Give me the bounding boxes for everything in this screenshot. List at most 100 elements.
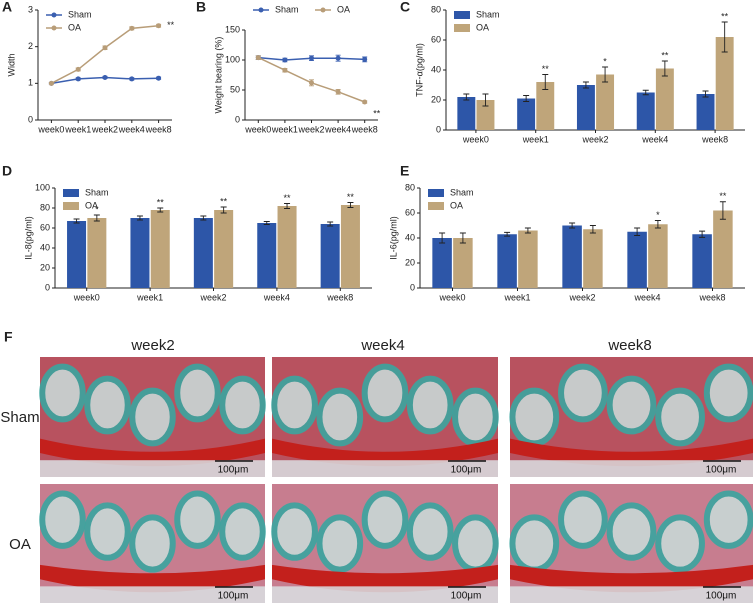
error-bar [75, 77, 81, 81]
tissue [84, 375, 131, 435]
significance: ** [167, 20, 175, 30]
line [51, 25, 159, 84]
legend-swatch [454, 11, 470, 19]
x-tick-label: week0 [462, 134, 489, 144]
x-tick-label: week2 [581, 134, 608, 144]
significance: ** [373, 108, 381, 118]
error-bar [459, 232, 466, 244]
legend-label: Sham [476, 9, 500, 19]
bar [713, 210, 733, 288]
error-bar [75, 67, 81, 72]
legend-marker [51, 25, 57, 31]
error-bar [335, 54, 341, 62]
panel-label: C [400, 0, 410, 15]
tissue [271, 375, 318, 435]
y-axis-label: Weight bearing (%) [213, 37, 223, 114]
x-tick-label: week0 [37, 124, 64, 134]
x-tick-label: week1 [503, 292, 530, 302]
y-axis-label: IL-6(pg/ml) [388, 216, 398, 260]
error-bar [661, 60, 668, 77]
error-bar [504, 231, 511, 237]
bar [627, 231, 647, 288]
error-bar [263, 221, 270, 225]
tissue [452, 387, 499, 447]
legend-swatch [428, 202, 444, 210]
error-bar [157, 207, 164, 213]
cartilage [40, 564, 265, 593]
significance: ** [157, 197, 165, 207]
error-bar [282, 67, 288, 73]
bar [457, 97, 476, 130]
tissue [703, 490, 753, 549]
y-tick-label: 80 [405, 182, 415, 192]
legend-label: Sham [275, 4, 299, 14]
error-bar [721, 21, 728, 53]
y-axis-label: Width [6, 53, 16, 76]
x-tick-label: week1 [64, 124, 91, 134]
error-bar [129, 26, 135, 31]
bar [696, 94, 715, 130]
y-tick-label: 20 [40, 262, 50, 272]
bar [257, 223, 277, 288]
legend-label: Sham [85, 187, 109, 197]
tissue [606, 375, 657, 435]
scale-bar: 100μm [451, 465, 482, 476]
error-bar [255, 55, 261, 60]
error-bar [220, 206, 227, 214]
x-tick-label: week1 [522, 134, 549, 144]
legend-label: OA [476, 22, 489, 32]
tissue [509, 387, 560, 447]
bone [40, 460, 265, 477]
x-tick-label: week4 [641, 134, 668, 144]
tissue [406, 502, 454, 561]
tissue [219, 502, 266, 561]
bar [432, 238, 452, 288]
error-bar [309, 55, 314, 62]
error-bar [129, 77, 135, 81]
bar [536, 82, 555, 130]
tissue [361, 363, 409, 423]
significance: ** [347, 192, 355, 202]
x-tick-label: week8 [698, 292, 725, 302]
error-bar [439, 232, 446, 244]
histology-images: 100μm 100μm 100μm 100μm 100μm 100μm [39, 357, 753, 603]
tissue [39, 363, 86, 423]
y-tick-label: 60 [405, 207, 415, 217]
error-bar [200, 215, 207, 221]
column-label: week8 [607, 337, 651, 354]
bar [340, 205, 360, 288]
cartilage [272, 438, 498, 467]
bar [518, 230, 538, 288]
x-tick-label: week4 [118, 124, 145, 134]
bar [193, 218, 213, 288]
y-tick-label: 40 [40, 242, 50, 252]
x-tick-label: week4 [324, 124, 351, 134]
y-tick-label: 0 [410, 282, 415, 292]
scale-bar: 100μm [706, 465, 737, 476]
tissue [129, 514, 176, 573]
legend-marker [51, 12, 57, 18]
error-bar [569, 222, 576, 229]
error-bar [335, 88, 341, 95]
scale-bar: 100μm [218, 465, 249, 476]
cartilage [40, 438, 265, 467]
scale-bar: 100μm [218, 591, 249, 602]
error-bar [654, 220, 661, 229]
error-bar [102, 45, 108, 51]
x-tick-label: week2 [199, 292, 226, 302]
legend-marker [258, 7, 264, 13]
error-bar [362, 56, 368, 63]
error-bar [156, 23, 162, 28]
column-label: week2 [130, 337, 174, 354]
tissue [129, 387, 176, 447]
scale-bar: 100μm [706, 591, 737, 602]
bone [40, 586, 265, 603]
y-tick-label: 40 [431, 64, 441, 74]
column-label: week4 [360, 337, 404, 354]
cartilage [510, 564, 753, 593]
bar [453, 238, 473, 288]
bar [67, 221, 87, 288]
y-tick-label: 3 [28, 4, 33, 14]
x-tick-label: week8 [351, 124, 378, 134]
tissue [406, 375, 454, 435]
